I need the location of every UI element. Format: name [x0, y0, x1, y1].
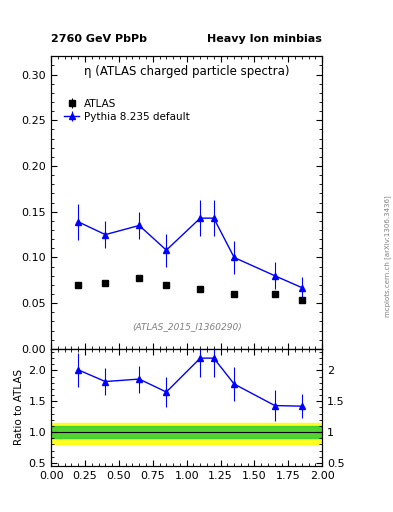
Text: η (ATLAS charged particle spectra): η (ATLAS charged particle spectra) — [84, 65, 289, 78]
Bar — [51, 423, 322, 444]
Y-axis label: Ratio to ATLAS: Ratio to ATLAS — [14, 369, 24, 445]
Text: Heavy Ion minbias: Heavy Ion minbias — [208, 33, 322, 44]
Text: mcplots.cern.ch [arXiv:1306.3436]: mcplots.cern.ch [arXiv:1306.3436] — [384, 195, 391, 317]
Text: (ATLAS_2015_I1360290): (ATLAS_2015_I1360290) — [132, 323, 242, 331]
Bar — [51, 426, 322, 438]
Text: 2760 GeV PbPb: 2760 GeV PbPb — [51, 33, 147, 44]
Legend: ATLAS, Pythia 8.235 default: ATLAS, Pythia 8.235 default — [62, 97, 191, 124]
